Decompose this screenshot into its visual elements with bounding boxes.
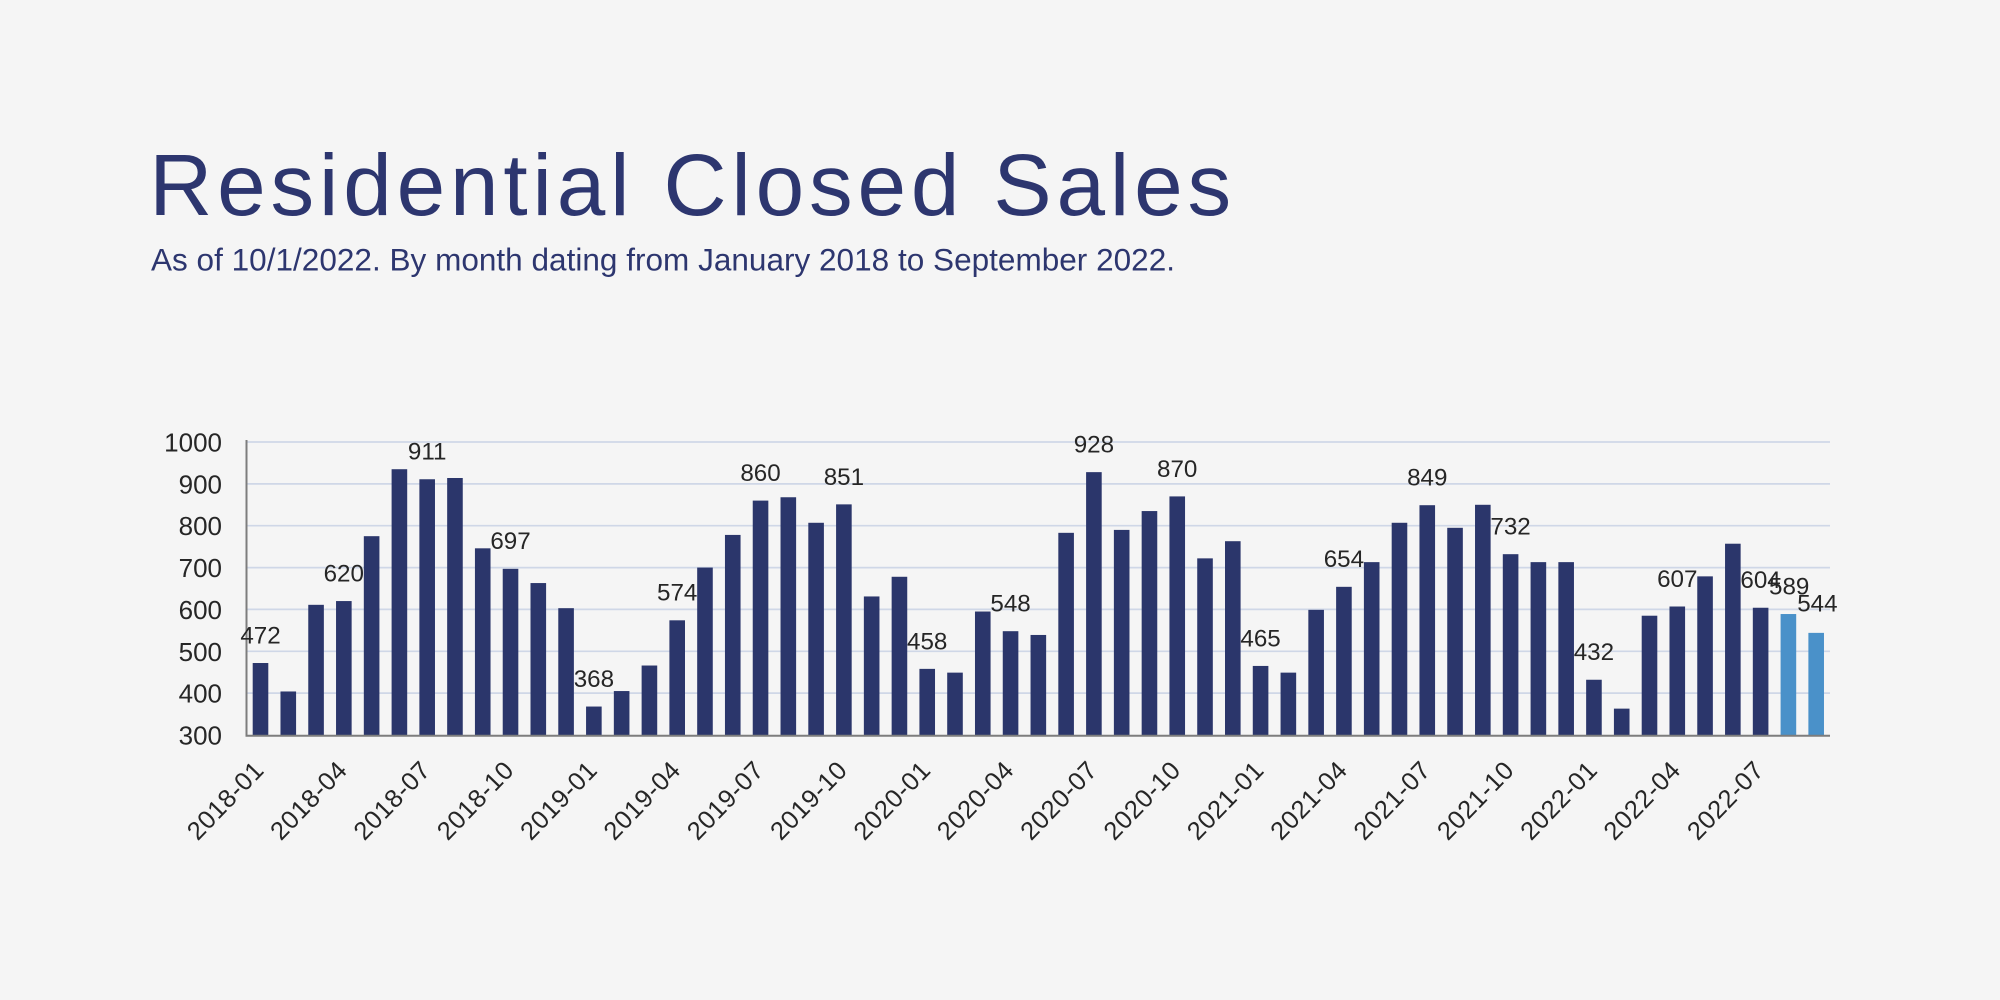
svg-text:800: 800 [179, 511, 222, 541]
svg-text:600: 600 [179, 595, 222, 625]
svg-text:500: 500 [179, 637, 222, 667]
svg-text:911: 911 [408, 439, 447, 466]
svg-text:732: 732 [1490, 514, 1530, 541]
svg-text:300: 300 [179, 721, 222, 751]
svg-text:368: 368 [574, 666, 614, 693]
svg-text:900: 900 [179, 469, 222, 499]
svg-text:544: 544 [1797, 590, 1837, 617]
svg-text:607: 607 [1657, 566, 1697, 593]
svg-text:589: 589 [1769, 573, 1809, 600]
svg-text:1000: 1000 [164, 428, 222, 458]
svg-text:654: 654 [1324, 546, 1364, 573]
svg-text:700: 700 [179, 553, 222, 583]
svg-text:851: 851 [824, 464, 864, 491]
svg-text:928: 928 [1074, 432, 1114, 459]
svg-text:860: 860 [740, 460, 780, 487]
svg-text:472: 472 [240, 622, 280, 649]
svg-text:849: 849 [1407, 465, 1447, 492]
svg-text:As of 10/1/2022. By month dati: As of 10/1/2022. By month dating from Ja… [151, 242, 1175, 278]
svg-text:574: 574 [657, 580, 697, 607]
svg-text:400: 400 [179, 679, 222, 709]
svg-text:604: 604 [1740, 567, 1780, 594]
svg-text:697: 697 [490, 528, 530, 555]
svg-text:870: 870 [1157, 456, 1197, 483]
svg-text:620: 620 [324, 561, 364, 588]
svg-text:432: 432 [1574, 639, 1614, 666]
svg-text:Residential Closed Sales: Residential Closed Sales [149, 136, 1231, 234]
svg-text:465: 465 [1240, 625, 1280, 652]
svg-text:458: 458 [907, 628, 947, 655]
svg-text:548: 548 [990, 591, 1030, 618]
